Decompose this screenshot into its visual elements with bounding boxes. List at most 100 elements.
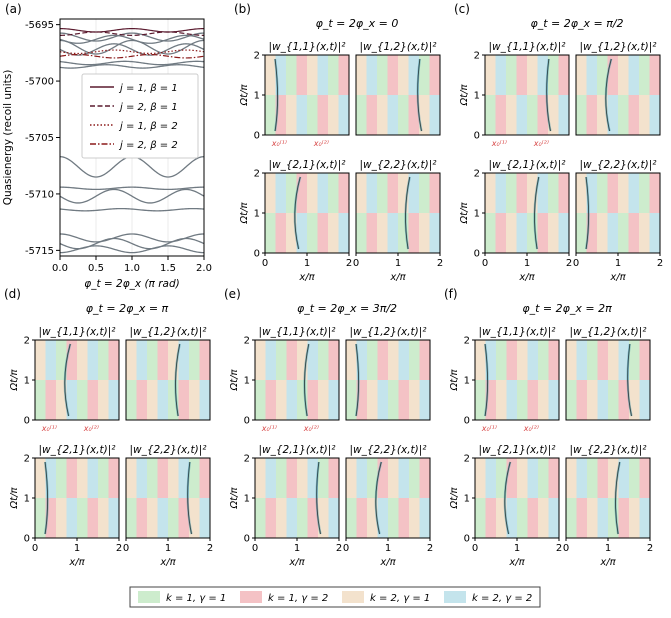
sub-0-region-1-3 (506, 380, 518, 420)
sub-0-region-0-4 (527, 55, 538, 96)
sub-1-region-1-1 (366, 95, 378, 135)
sub-3-region-0-1 (576, 458, 588, 499)
ytick-label-2: 2 (254, 51, 260, 62)
xtick-label-1: 0.5 (88, 263, 104, 274)
sub-0-trace (304, 343, 310, 417)
sub-0-region-0-7 (548, 340, 559, 381)
sub-0-region-0-0 (485, 55, 496, 96)
sub-2-region-0-7 (548, 458, 559, 499)
ytick-label-1: -5700 (25, 77, 54, 88)
ytick-label-0: 0 (24, 416, 30, 427)
sub-0-region-0-7 (338, 55, 349, 96)
sub-1-region-1-7 (649, 95, 660, 135)
gray-band-line-8 (60, 188, 204, 204)
gray-band-line-9 (60, 207, 204, 212)
sub-2-region-0-7 (338, 173, 349, 214)
subplot-3: |w_{2,2}(x,t)|² 0 1 2 x/π (563, 444, 653, 568)
x0-marker-0: x₀⁽¹⁾ (41, 424, 57, 433)
gray-band-line-5 (60, 64, 204, 69)
panel-a-label: (a) (5, 2, 22, 16)
sub-3-trace (615, 461, 621, 535)
sub-1-region-0-0 (566, 340, 577, 381)
sub-0-region-0-2 (286, 55, 297, 96)
sub-3-region-0-4 (168, 458, 179, 499)
sub-3-trace (187, 461, 192, 535)
xtick-label-2: 2 (556, 543, 562, 554)
panel-label: (d) (4, 287, 21, 301)
sub-2-region-0-6 (538, 458, 549, 499)
sub-2-region-0-7 (328, 458, 339, 499)
sub-2-region-1-2 (56, 498, 67, 538)
sub-2-region-1-7 (108, 498, 119, 538)
sub-2-region-0-5 (527, 458, 539, 499)
sub-3-region-0-7 (199, 458, 210, 499)
sub-3-region-1-6 (629, 498, 640, 538)
sub-2-region-0-4 (517, 458, 528, 499)
sub-3-region-0-0 (356, 173, 367, 214)
sub-0-region-1-0 (35, 380, 46, 420)
sub-1-region-1-3 (607, 95, 619, 135)
sub-3-region-1-3 (607, 213, 619, 253)
sub-2-region-1-6 (318, 498, 329, 538)
sub-1-region-0-3 (597, 340, 609, 381)
sub-1-region-1-4 (398, 95, 409, 135)
xtick-label-1: 1 (524, 258, 530, 269)
subplot-area (265, 55, 349, 135)
sub-3-region-1-5 (408, 213, 420, 253)
sub-3-region-1-7 (429, 213, 440, 253)
sub-2-region-1-6 (328, 213, 339, 253)
sub-0-region-0-2 (56, 340, 67, 381)
sub-1-region-1-5 (628, 95, 640, 135)
subplot-frame (575, 54, 661, 136)
panel-d: (d) φ_t = 2φ_x = π |w_{1,1}(x,t)|² 0 1 2 Ωt/π x… (4, 287, 213, 568)
sub-0-region-1-1 (45, 380, 57, 420)
xtick-label-2: 1.0 (124, 263, 140, 274)
sub-1-region-1-2 (367, 380, 378, 420)
sub-2-trace (504, 461, 511, 535)
sub-3-region-0-3 (387, 173, 399, 214)
sub-0-region-0-5 (527, 340, 539, 381)
sub-0-region-1-2 (506, 95, 517, 135)
sub-0-region-0-2 (506, 55, 517, 96)
xtick-label-1: 1 (304, 258, 310, 269)
sub-3-region-1-3 (387, 213, 399, 253)
sub-1-region-1-3 (597, 380, 609, 420)
xtick-label-1: 1 (74, 543, 80, 554)
sub-1-region-1-7 (639, 380, 650, 420)
sub-1-region-1-0 (566, 380, 577, 420)
subplot-3: |w_{2,2}(x,t)|² 0 1 2 x/π (343, 444, 433, 568)
sub-0-region-0-1 (265, 340, 277, 381)
ytick-label-2: 2 (474, 51, 480, 62)
xtick-label-2: 2 (566, 258, 572, 269)
sub-3-region-0-5 (408, 173, 420, 214)
sub-3-region-0-1 (356, 458, 368, 499)
ytick-label-2: 2 (24, 336, 30, 347)
ytick-label-1: 1 (464, 376, 470, 387)
sub-1-region-1-1 (136, 380, 148, 420)
sub-0-region-1-0 (255, 380, 266, 420)
subplot-area (475, 458, 559, 538)
sub-0-region-0-2 (496, 340, 507, 381)
sub-1-region-1-1 (576, 380, 588, 420)
sub-1-region-0-4 (398, 55, 409, 96)
subplot-frame (565, 339, 651, 421)
region-swatch-1 (240, 591, 262, 603)
subplot-title: |w_{2,1}(x,t)|² (488, 159, 566, 171)
sub-0-region-1-5 (307, 380, 319, 420)
sub-1-region-1-5 (618, 380, 630, 420)
ytick-label-0: 0 (464, 416, 470, 427)
subplot-frame (125, 339, 211, 421)
sub-1-region-0-4 (168, 340, 179, 381)
sub-0-region-1-5 (317, 95, 329, 135)
sub-2-region-0-3 (296, 173, 308, 214)
sub-2-region-0-3 (66, 458, 78, 499)
xtick-label-2: 2 (437, 258, 443, 269)
sub-2-region-1-2 (286, 213, 297, 253)
sub-2-region-1-3 (286, 498, 298, 538)
sub-0-region-1-5 (87, 380, 99, 420)
ytick-label-1: 1 (24, 376, 30, 387)
sub-3-region-1-6 (409, 498, 420, 538)
region-swatch-0 (138, 591, 160, 603)
sub-2-region-0-1 (275, 173, 287, 214)
sub-1-region-0-6 (189, 340, 200, 381)
